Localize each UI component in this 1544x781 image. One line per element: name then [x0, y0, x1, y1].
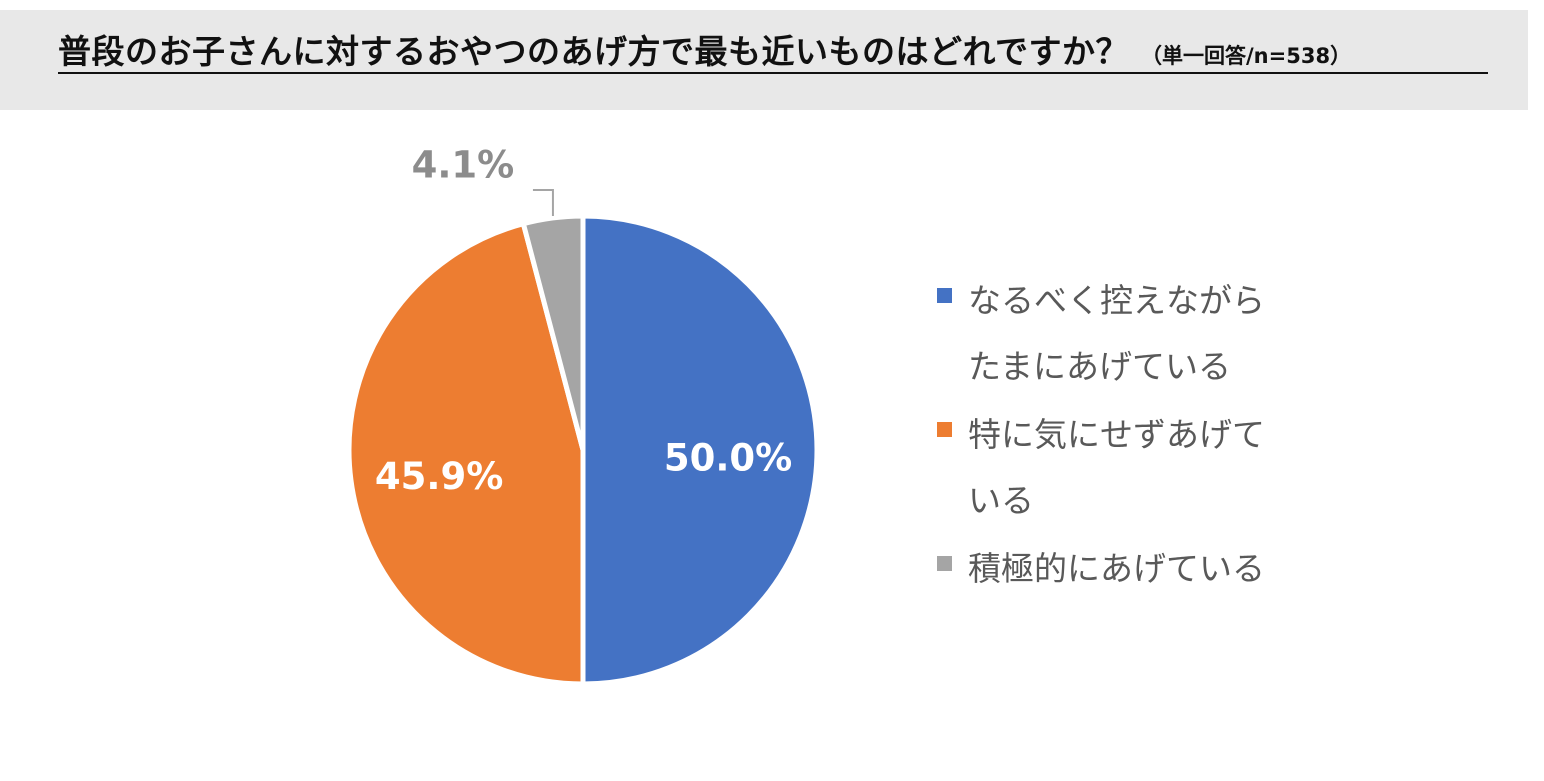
- legend-label-1: 特に気にせずあげている: [968, 415, 1265, 520]
- legend-label-0: なるべく控えながらたまにあげている: [968, 281, 1265, 386]
- title-underline: [58, 72, 1488, 74]
- legend-item-1: 特に気にせずあげている: [937, 402, 1267, 534]
- data-label-2: 4.1%: [412, 143, 515, 186]
- data-label-1: 45.9%: [375, 455, 503, 498]
- legend-label-2: 積極的にあげている: [968, 549, 1265, 588]
- pie-slice-2: [520, 213, 586, 453]
- legend-item-0: なるべく控えながらたまにあげている: [937, 268, 1267, 400]
- leader-line-2: [532, 188, 554, 216]
- data-label-0: 50.0%: [664, 437, 792, 480]
- legend-swatch-1: [937, 422, 952, 437]
- legend-swatch-2: [937, 556, 952, 571]
- chart-title-main: 普段のお子さんに対するおやつのあげ方で最も近いものはどれですか？: [58, 32, 1130, 71]
- pie-slice-1: [346, 221, 586, 687]
- pie-slice-0: [580, 213, 820, 687]
- legend-swatch-0: [937, 288, 952, 303]
- title-band: [0, 10, 1528, 110]
- legend: なるべく控えながらたまにあげている 特に気にせずあげている 積極的にあげている: [937, 268, 1267, 604]
- chart-title: 普段のお子さんに対するおやつのあげ方で最も近いものはどれですか？ （単一回答/n=…: [58, 30, 1488, 78]
- chart-title-note: （単一回答/n=538）: [1141, 44, 1352, 68]
- legend-item-2: 積極的にあげている: [937, 536, 1267, 602]
